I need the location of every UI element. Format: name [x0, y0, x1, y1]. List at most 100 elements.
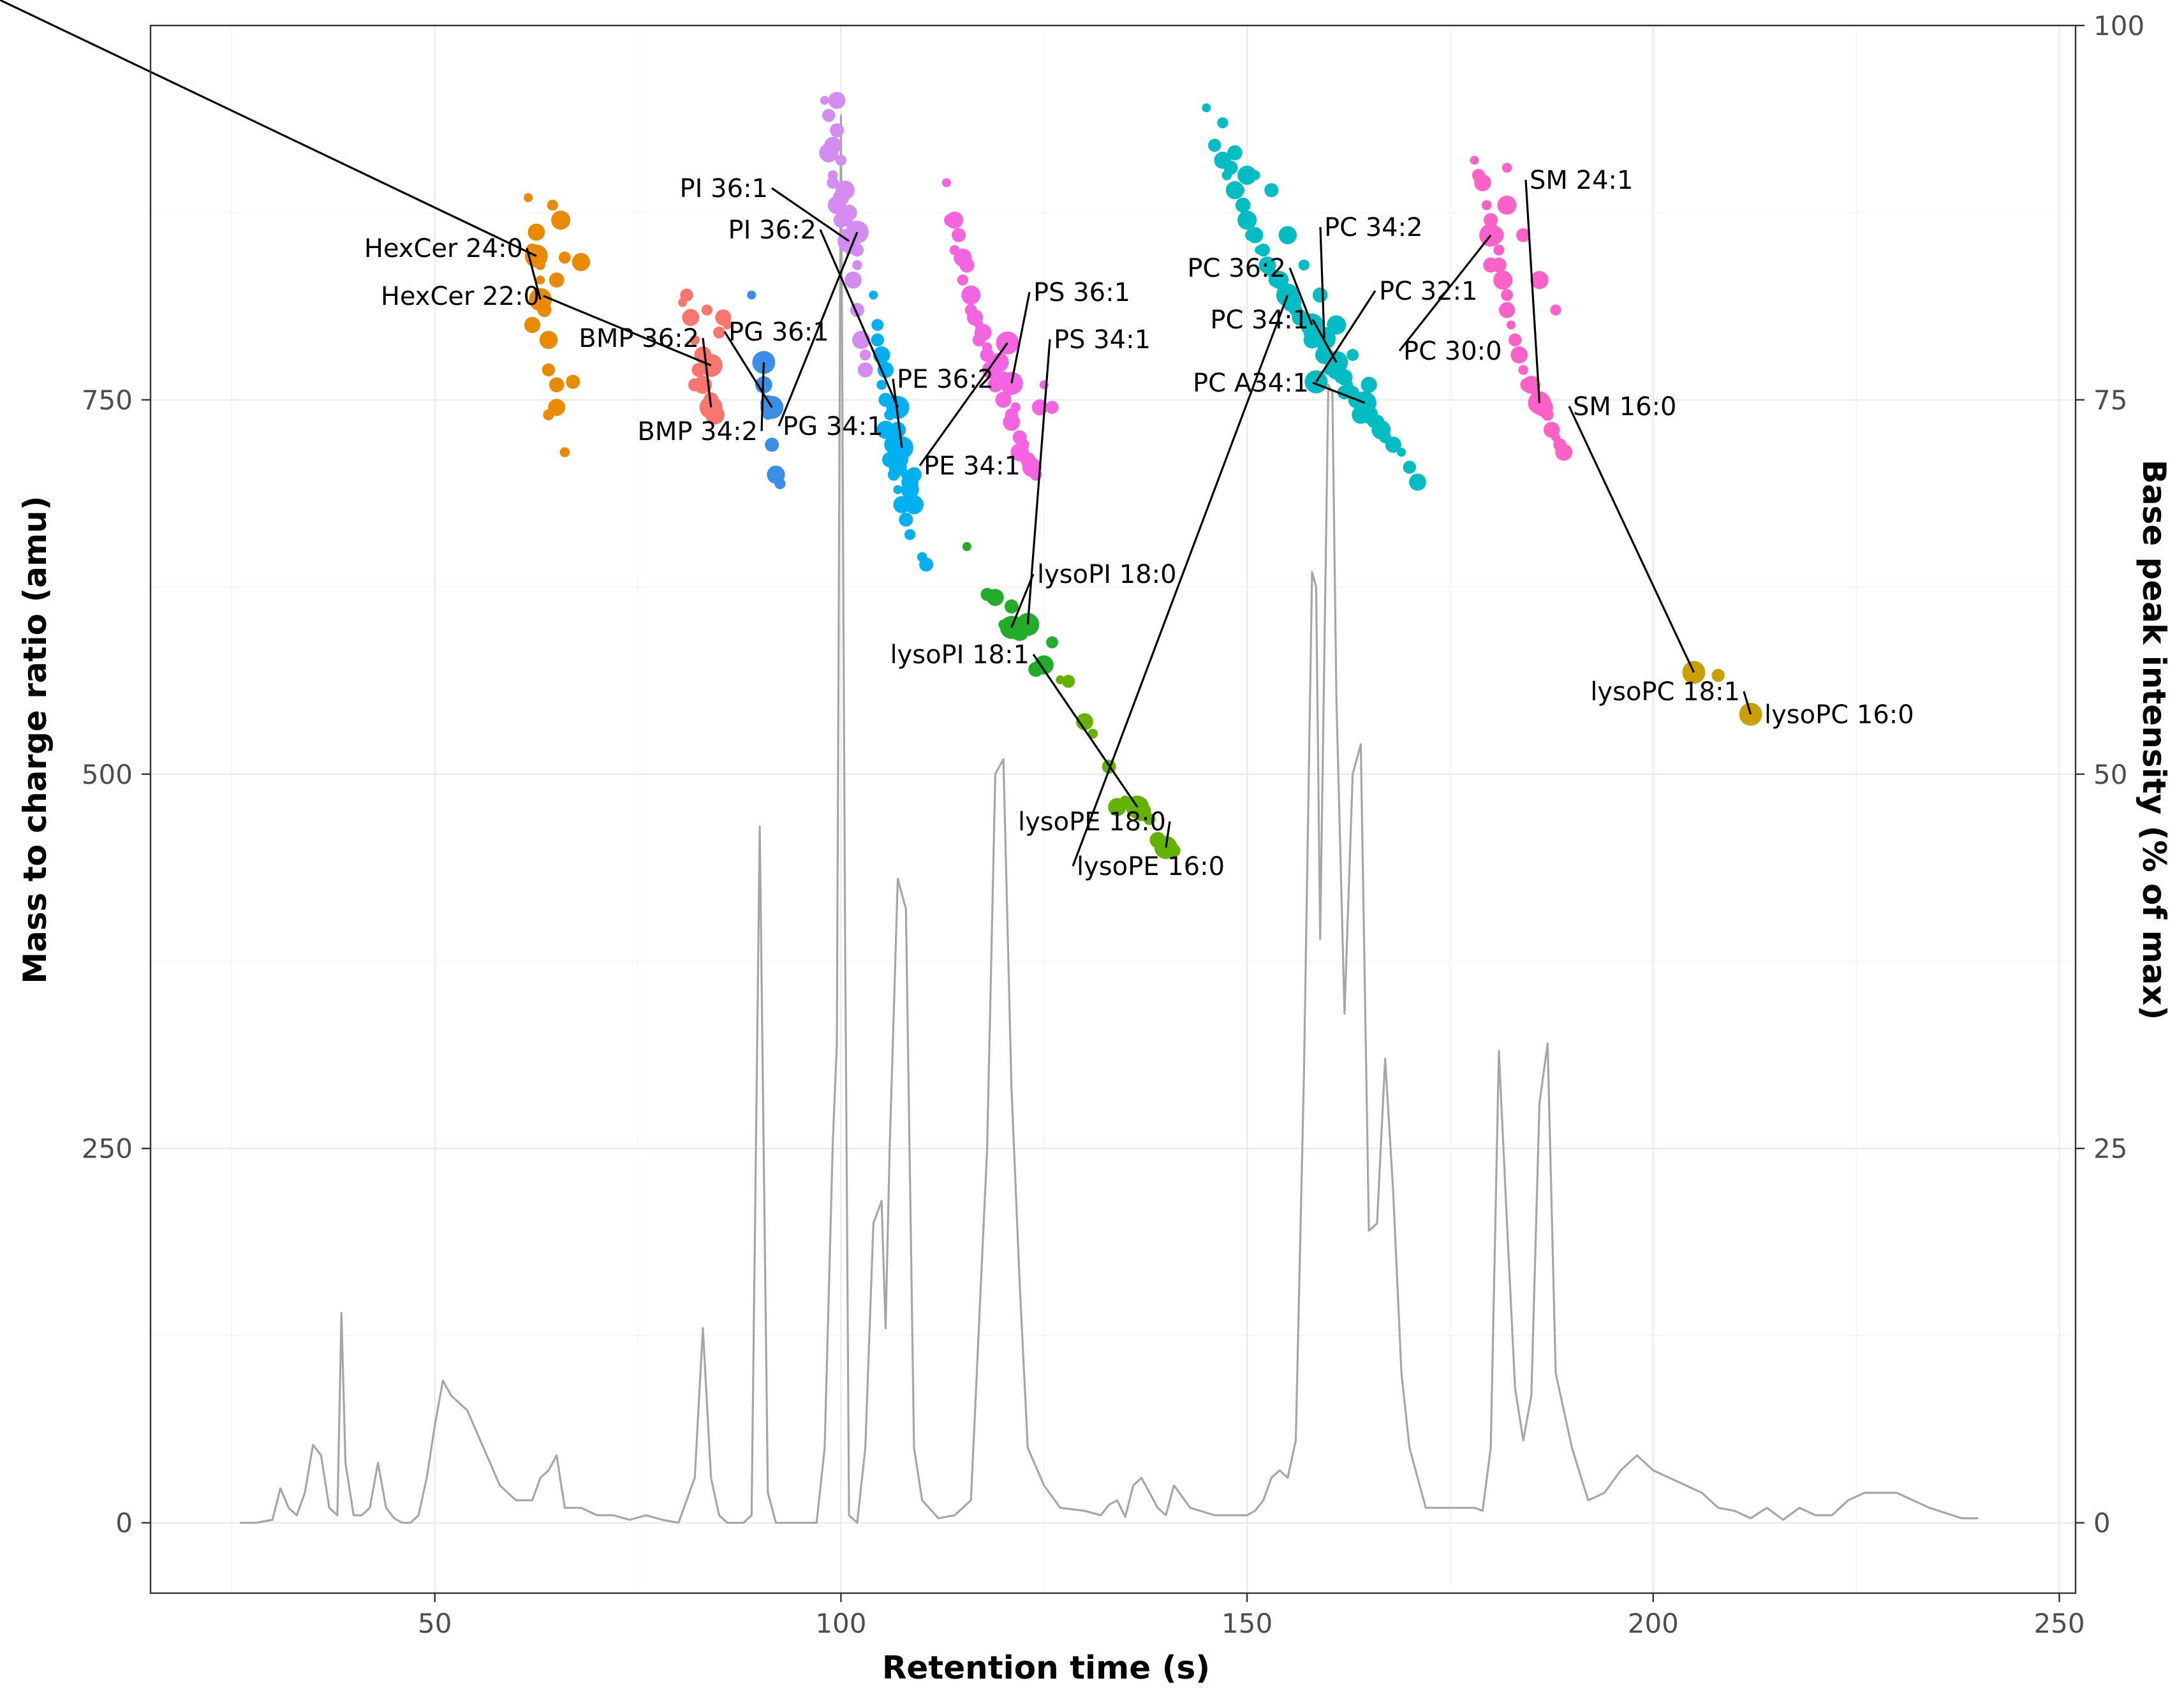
y-tick-label: 0	[115, 1508, 133, 1539]
leader-line	[1398, 234, 1492, 351]
point-sm	[1499, 302, 1516, 318]
point-bmp	[680, 288, 693, 302]
leader-line	[1315, 290, 1376, 383]
y2-tick-labels: 0 25 50 75 100	[2093, 10, 2144, 1539]
point-pc	[1361, 376, 1377, 394]
x-tick-label: 100	[815, 1608, 866, 1639]
point-pi	[822, 108, 836, 122]
label-pc-34-1: PC 34:1	[1210, 305, 1309, 335]
base-peak-line	[240, 114, 1979, 1524]
label-sm-16-0: SM 16:0	[1573, 392, 1676, 422]
leader-line	[702, 337, 712, 408]
point-lysopi	[1034, 655, 1054, 675]
point-bmp	[682, 309, 700, 327]
y2-tick-label: 25	[2093, 1133, 2127, 1165]
point-lysopi	[1046, 636, 1058, 649]
point-hexcer	[542, 363, 556, 377]
label-pi-36-2: PI 36:2	[728, 216, 816, 245]
x-tick-label: 50	[418, 1608, 452, 1639]
point-pe	[869, 290, 878, 300]
leader-line	[1319, 226, 1325, 339]
point-ps	[1003, 413, 1021, 431]
point-pc	[1347, 349, 1359, 361]
leader-line	[1743, 691, 1752, 715]
point-bmp	[688, 378, 702, 392]
point-pi	[857, 362, 873, 378]
y2-axis-title: Base peak intensity (% of max)	[2136, 460, 2173, 1020]
leader-line	[1312, 381, 1366, 404]
label-sm-24-1: SM 24:1	[1530, 166, 1633, 195]
point-bmp	[690, 335, 700, 345]
point-labels: HexCer 24:0 HexCer 22:0 BMP 36:2 BMP 34:…	[364, 166, 1914, 881]
point-pc	[1298, 260, 1310, 271]
y-tick-label: 750	[82, 385, 133, 416]
point-sm	[1470, 156, 1479, 165]
leader-line	[778, 232, 859, 427]
x-tick-label: 150	[1221, 1608, 1273, 1639]
point-pc	[1237, 165, 1257, 185]
point-ps	[952, 228, 966, 242]
point-pe	[904, 529, 916, 540]
point-sm	[1483, 257, 1498, 273]
point-sm	[1555, 443, 1573, 461]
label-pi-36-1: PI 36:1	[680, 174, 768, 203]
leader-line	[1072, 295, 1289, 867]
point-pe	[871, 319, 884, 331]
point-pi	[835, 154, 846, 166]
point-pi	[819, 143, 839, 163]
y-tick-labels: 0 250 500 750	[82, 385, 133, 1539]
point-pc	[1237, 210, 1257, 230]
leader-line	[1288, 267, 1313, 326]
point-pe	[877, 362, 894, 378]
leader-line	[543, 295, 712, 367]
point-lysope	[1076, 713, 1093, 731]
label-lysopi-18-0: lysoPI 18:0	[1037, 560, 1177, 589]
label-hexcer-22-0: HexCer 22:0	[381, 282, 540, 311]
point-sm	[1516, 228, 1531, 242]
y-axis-title: Mass to charge ratio (amu)	[17, 496, 54, 983]
x-tick-label: 250	[2033, 1608, 2084, 1639]
point-pi	[841, 204, 857, 221]
y2-tick-label: 75	[2093, 385, 2127, 416]
point-sm	[1493, 244, 1505, 256]
point-pc	[1227, 145, 1243, 161]
point-pe	[876, 379, 887, 390]
point-pe	[876, 420, 895, 439]
label-bmp-34-2: BMP 34:2	[637, 417, 758, 446]
point-pi	[820, 96, 829, 105]
x-tick-labels: 50 100 150 200 250	[418, 1608, 2085, 1639]
point-ps	[1010, 402, 1021, 413]
label-leaders	[0, 0, 1752, 867]
leader-line	[723, 331, 773, 408]
label-pg-34-1: PG 34:1	[783, 412, 883, 441]
point-ps	[974, 323, 992, 341]
y-tick-label: 250	[82, 1133, 133, 1165]
y2-tick-label: 100	[2093, 10, 2144, 41]
point-pe	[899, 512, 913, 527]
leader-line	[1165, 821, 1171, 848]
point-hexcer	[536, 276, 545, 285]
label-lysopc-16-0: lysoPC 16:0	[1764, 700, 1914, 730]
point-pg	[765, 438, 779, 452]
point-hexcer	[528, 223, 545, 241]
point-pi	[830, 123, 844, 138]
point-hexcer	[572, 253, 591, 272]
point-bmp	[701, 304, 712, 316]
point-pi	[828, 92, 846, 109]
point-lysopi	[962, 542, 971, 551]
point-ps	[959, 257, 975, 273]
leader-line	[1010, 291, 1031, 384]
point-pe	[871, 333, 884, 347]
point-sm	[1484, 213, 1498, 228]
point-hexcer	[524, 193, 533, 202]
axis-ticks	[142, 24, 2084, 1602]
point-pg	[747, 290, 756, 300]
point-pe	[889, 458, 907, 476]
point-sm	[1522, 376, 1540, 394]
point-pc	[1217, 117, 1228, 129]
point-ps	[961, 285, 981, 305]
point-hexcer	[547, 200, 558, 211]
point-lysopc	[1711, 668, 1725, 682]
x-tick-label: 200	[1628, 1608, 1679, 1639]
